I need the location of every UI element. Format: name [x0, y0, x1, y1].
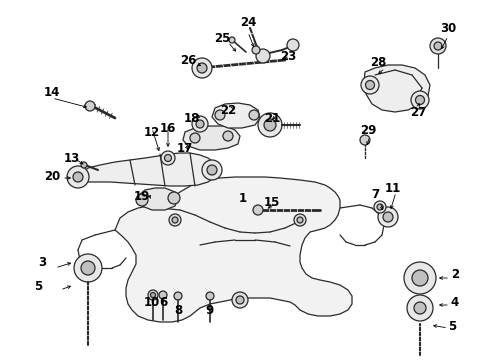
Circle shape: [202, 160, 222, 180]
Circle shape: [382, 212, 392, 222]
Text: 15: 15: [263, 195, 280, 208]
Polygon shape: [212, 103, 260, 128]
Circle shape: [228, 37, 235, 43]
Circle shape: [236, 296, 244, 304]
Text: 16: 16: [160, 122, 176, 135]
Text: 30: 30: [439, 22, 455, 35]
Text: 10: 10: [143, 297, 160, 310]
Circle shape: [192, 58, 212, 78]
Circle shape: [148, 290, 158, 300]
Circle shape: [150, 292, 155, 297]
Text: 11: 11: [384, 181, 400, 194]
Text: 4: 4: [450, 296, 458, 309]
Polygon shape: [138, 188, 178, 210]
Text: 20: 20: [44, 170, 60, 183]
Circle shape: [136, 194, 148, 206]
Text: 1: 1: [239, 192, 246, 204]
Text: 2: 2: [450, 267, 458, 280]
Circle shape: [172, 217, 178, 223]
Text: 23: 23: [279, 49, 296, 63]
Circle shape: [376, 204, 382, 210]
Text: 22: 22: [220, 104, 236, 117]
Circle shape: [81, 261, 95, 275]
Circle shape: [67, 166, 89, 188]
Circle shape: [73, 172, 83, 182]
Text: 18: 18: [183, 112, 200, 125]
Circle shape: [192, 116, 207, 132]
Text: 24: 24: [239, 15, 256, 28]
Text: 29: 29: [359, 123, 375, 136]
Circle shape: [360, 76, 378, 94]
Circle shape: [206, 165, 217, 175]
Polygon shape: [183, 126, 240, 150]
Circle shape: [196, 120, 203, 128]
Circle shape: [223, 131, 232, 141]
Circle shape: [164, 154, 171, 162]
Circle shape: [415, 95, 424, 104]
Circle shape: [174, 292, 182, 300]
Circle shape: [81, 162, 87, 168]
Circle shape: [413, 302, 425, 314]
Polygon shape: [76, 153, 218, 186]
Circle shape: [411, 270, 427, 286]
Polygon shape: [115, 177, 351, 322]
Circle shape: [258, 113, 282, 137]
Text: 26: 26: [180, 54, 196, 67]
Circle shape: [251, 46, 260, 54]
Circle shape: [403, 262, 435, 294]
Circle shape: [231, 292, 247, 308]
Circle shape: [429, 38, 445, 54]
Circle shape: [410, 91, 428, 109]
Circle shape: [377, 207, 397, 227]
Text: 5: 5: [34, 280, 42, 293]
Text: 25: 25: [213, 31, 230, 45]
Circle shape: [359, 135, 369, 145]
Text: 5: 5: [447, 320, 455, 333]
Circle shape: [85, 101, 95, 111]
Text: 13: 13: [64, 152, 80, 165]
Text: 17: 17: [177, 141, 193, 154]
Circle shape: [215, 110, 224, 120]
Circle shape: [252, 205, 263, 215]
Circle shape: [264, 119, 275, 131]
Circle shape: [256, 49, 269, 63]
Text: 12: 12: [143, 126, 160, 139]
Circle shape: [293, 214, 305, 226]
Circle shape: [197, 63, 206, 73]
Circle shape: [373, 201, 385, 213]
Circle shape: [286, 39, 298, 51]
Text: 27: 27: [409, 105, 425, 118]
Text: 21: 21: [264, 112, 280, 125]
Circle shape: [296, 217, 303, 223]
Circle shape: [74, 254, 102, 282]
Text: 6: 6: [159, 297, 167, 310]
Circle shape: [365, 81, 374, 90]
Text: 8: 8: [174, 303, 182, 316]
Circle shape: [169, 214, 181, 226]
Circle shape: [190, 133, 200, 143]
Text: 3: 3: [38, 256, 46, 270]
Text: 9: 9: [205, 303, 214, 316]
Circle shape: [433, 42, 441, 50]
Text: 7: 7: [370, 188, 378, 201]
Polygon shape: [363, 65, 429, 112]
Text: 19: 19: [134, 189, 150, 202]
Circle shape: [168, 192, 180, 204]
Text: 28: 28: [369, 57, 386, 69]
Text: 14: 14: [44, 86, 60, 99]
Circle shape: [205, 292, 214, 300]
Circle shape: [248, 110, 259, 120]
Circle shape: [161, 151, 175, 165]
Circle shape: [159, 291, 167, 299]
Circle shape: [406, 295, 432, 321]
